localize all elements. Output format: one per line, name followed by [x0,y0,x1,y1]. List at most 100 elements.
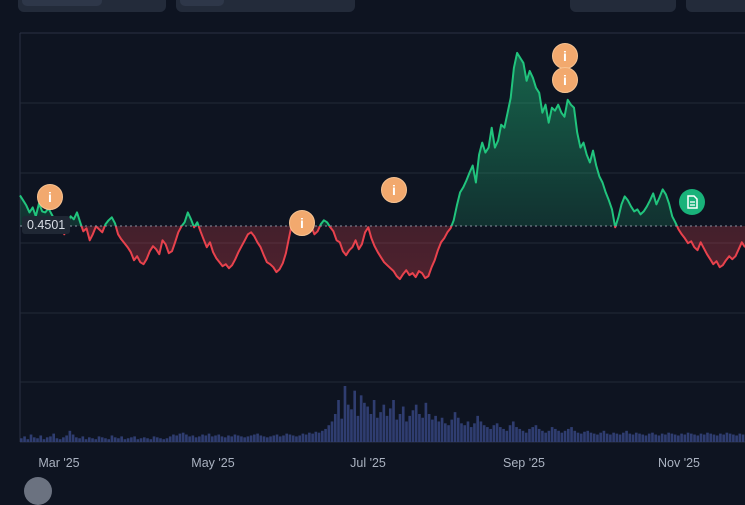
volume-bar [693,434,696,442]
volume-bar [443,423,447,442]
interval-active[interactable] [22,0,102,6]
volume-bar [71,434,75,442]
volume-bar [437,421,441,442]
chart-type-active[interactable] [180,0,224,6]
volume-bar [275,434,279,442]
volume-bar [447,425,450,442]
x-tick-label: Nov '25 [658,456,700,470]
volume-bar [702,434,706,442]
info-icon[interactable]: i [381,177,407,203]
volume-bar [476,415,479,442]
volume-bar [285,433,289,442]
x-axis-ticks: Mar '25 May '25 Jul '25 Sep '25 Nov '25 [38,456,700,470]
volume-bar [570,427,573,442]
volume-bar [246,436,250,442]
volume-bar [259,435,263,442]
toolbar-button-right[interactable] [570,0,676,12]
volume-bar [418,414,421,442]
price-chart[interactable]: Mar '25 May '25 Jul '25 Sep '25 Nov '25 [0,0,745,486]
volume-bar [133,436,136,442]
volume-bar [100,437,104,442]
volume-bar [398,414,402,442]
volume-bar [227,435,230,442]
x-tick-label: Sep '25 [503,456,545,470]
volume-bar [482,425,486,442]
volume-bar [168,436,172,442]
volume-bar [353,390,357,442]
volume-bar [699,433,703,442]
volume-bar [269,436,272,442]
volume-bar [278,436,282,442]
volume-bar [49,436,52,442]
price-line-below [61,226,745,281]
interval-selector[interactable] [18,0,166,12]
volume-bar [456,417,460,442]
volume-bar [677,435,680,442]
volume-bar [201,434,204,442]
info-icon[interactable]: i [552,67,578,93]
volume-bar [185,434,188,442]
volume-bar [547,430,551,442]
volume-bar [431,419,434,442]
volume-bar [240,436,243,442]
volume-bar [434,415,437,442]
volume-bar [586,430,590,442]
volume-bar [45,437,49,442]
volume-bar [686,432,690,442]
volume-bar [366,406,369,442]
info-icon[interactable]: i [37,184,63,210]
volume-bar [528,428,531,442]
volume-bar [557,430,560,442]
volume-bar [664,434,667,442]
volume-bar [321,430,324,442]
volume-bar [301,433,305,442]
volume-bar [84,439,88,442]
volume-bar [26,439,30,442]
volume-bar [631,434,635,442]
volume-bar [214,435,217,442]
info-icon[interactable]: i [289,210,315,236]
volume-bar [524,432,528,442]
volume-bar [563,430,567,442]
volume-bar [142,437,146,442]
document-icon[interactable] [679,189,705,215]
volume-bar [191,435,195,442]
volume-bar [408,415,412,442]
volume-bar [178,433,182,442]
volume-bar [139,438,143,442]
volume-bar [113,437,117,442]
volume-bar [644,435,648,442]
volume-bar [385,415,389,442]
volume-bar [130,437,133,442]
volume-bar [696,435,700,442]
volume-bar [91,438,94,442]
volume-bar [725,432,729,442]
volume-bar [346,404,350,442]
volume-bar [534,425,538,442]
volume-bar [673,434,677,442]
volume-bar [376,417,379,442]
volume-bar [243,437,246,442]
area-fill-below [20,226,745,280]
info-icon[interactable]: i [552,43,578,69]
volume-bar [625,430,628,442]
chart-type-selector[interactable] [176,0,355,12]
toolbar-button-far-right[interactable] [686,0,745,12]
volume-bar [411,410,415,442]
volume-bar [473,423,476,442]
volume-bar [52,433,56,442]
volume-bar [683,434,687,442]
volume-bar [499,427,502,442]
volume-bar [256,433,259,442]
volume-bar [172,434,175,442]
volume-bar [511,421,515,442]
volume-bar [596,434,599,442]
volume-bar [486,427,489,442]
volume-bar [165,438,169,442]
volume-bar [550,427,554,442]
volume-bar [369,414,373,442]
price-area [19,51,745,281]
volume-bar [680,433,683,442]
bottom-avatar-icon[interactable] [24,477,52,505]
volume-bar [502,428,505,442]
